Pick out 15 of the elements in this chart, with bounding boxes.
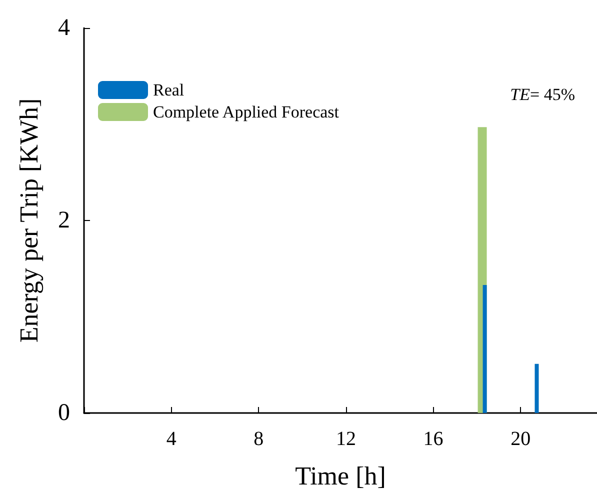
x-axis-title: Time [h]: [295, 462, 386, 490]
y-tick-label: 0: [58, 400, 70, 426]
x-tick-label: 8: [254, 428, 264, 450]
y-tick-label: 4: [58, 15, 70, 41]
bar: [482, 284, 487, 413]
x-tick-label: 16: [423, 428, 444, 450]
x-tick-label: 20: [510, 428, 531, 450]
x-tick-label: 12: [336, 428, 356, 450]
bar: [534, 364, 539, 413]
y-axis-title: Energy per Trip [KWh]: [14, 98, 44, 343]
annotation: TE= 45%: [510, 85, 575, 104]
legend-label: Real: [153, 80, 184, 100]
legend-label: Complete Applied Forecast: [153, 102, 340, 122]
y-tick-label: 2: [58, 208, 70, 234]
x-tick-label: 4: [166, 428, 176, 450]
